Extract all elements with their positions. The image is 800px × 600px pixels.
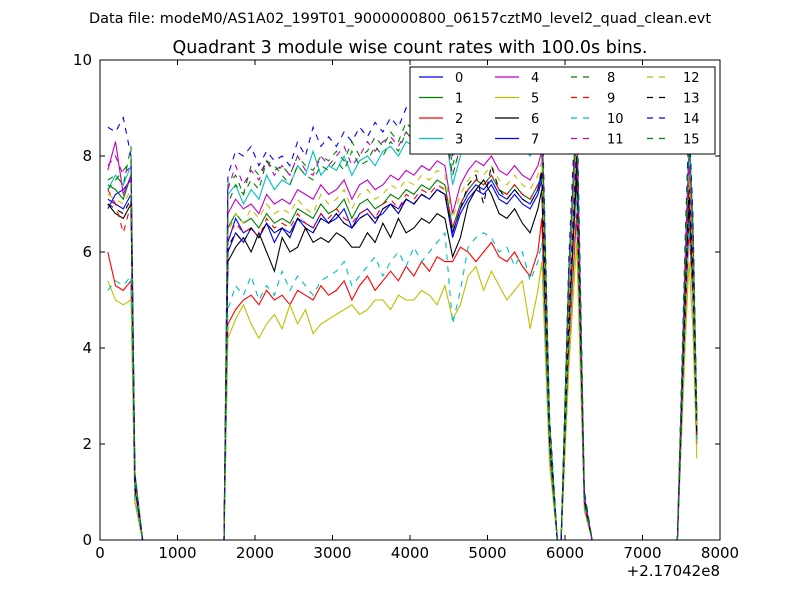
legend-label: 5 (531, 92, 539, 107)
legend-entry-7: 7 (495, 133, 539, 148)
legend-entry-0: 0 (419, 71, 463, 86)
x-tick-label: 8000 (701, 544, 739, 562)
series-line-3 (107, 107, 698, 541)
y-tick-label: 2 (82, 435, 92, 453)
legend-entry-4: 4 (495, 71, 539, 86)
legend-label: 10 (607, 112, 624, 127)
y-tick-label: 8 (82, 147, 92, 165)
chart-title: Quadrant 3 module wise count rates with … (173, 38, 648, 58)
legend-label: 7 (531, 133, 539, 148)
legend-label: 3 (455, 133, 463, 148)
x-tick-label: 2000 (236, 544, 274, 562)
series-line-1 (107, 155, 698, 541)
series-line-6 (107, 175, 698, 541)
legend-entry-15: 15 (647, 133, 700, 148)
legend-entry-3: 3 (419, 133, 463, 148)
series-line-8 (107, 91, 698, 541)
legend-entry-6: 6 (495, 112, 539, 127)
series-line-5 (107, 242, 698, 541)
y-tick-label: 10 (73, 51, 92, 69)
legend-entry-2: 2 (419, 112, 463, 127)
legend-label: 15 (683, 133, 700, 148)
series-line-14 (107, 77, 698, 541)
legend-entry-9: 9 (571, 92, 615, 107)
y-tick-label: 6 (82, 243, 92, 261)
x-tick-label: 7000 (623, 544, 661, 562)
legend-entry-10: 10 (571, 112, 624, 127)
legend-label: 0 (455, 71, 463, 86)
y-tick-label: 0 (82, 531, 92, 549)
legend-entry-1: 1 (419, 92, 463, 107)
series-line-0 (107, 160, 698, 541)
legend-label: 14 (683, 112, 700, 127)
x-tick-label: 4000 (391, 544, 429, 562)
legend-entry-13: 13 (647, 92, 700, 107)
x-tick-label: 5000 (468, 544, 506, 562)
legend-label: 12 (683, 71, 700, 86)
x-offset-label: +2.17042e8 (627, 562, 720, 580)
legend-label: 8 (607, 71, 615, 86)
legend-label: 6 (531, 112, 539, 127)
legend-label: 9 (607, 92, 615, 107)
x-tick-label: 6000 (546, 544, 584, 562)
legend-entry-11: 11 (571, 133, 624, 148)
legend-entry-8: 8 (571, 71, 615, 86)
legend-label: 11 (607, 133, 624, 148)
series-line-11 (107, 103, 698, 541)
series-line-7 (107, 155, 698, 541)
data-file-label: Data file: modeM0/AS1A02_199T01_90000008… (89, 11, 711, 27)
x-tick-label: 0 (95, 544, 105, 562)
series-line-9 (107, 151, 698, 541)
legend-label: 2 (455, 112, 463, 127)
x-tick-label: 3000 (313, 544, 351, 562)
legend-label: 4 (531, 71, 539, 86)
series-line-15 (107, 106, 698, 541)
legend-label: 13 (683, 92, 700, 107)
series-line-12 (107, 141, 698, 541)
y-tick-label: 4 (82, 339, 92, 357)
x-tick-label: 1000 (158, 544, 196, 562)
series-line-13 (107, 155, 698, 541)
series-line-10 (107, 194, 698, 541)
series-line-2 (107, 213, 698, 541)
legend-entry-5: 5 (495, 92, 539, 107)
legend-entry-14: 14 (647, 112, 700, 127)
series-line-4 (107, 131, 698, 541)
legend-entry-12: 12 (647, 71, 700, 86)
legend-frame (409, 66, 716, 155)
legend-label: 1 (455, 92, 463, 107)
